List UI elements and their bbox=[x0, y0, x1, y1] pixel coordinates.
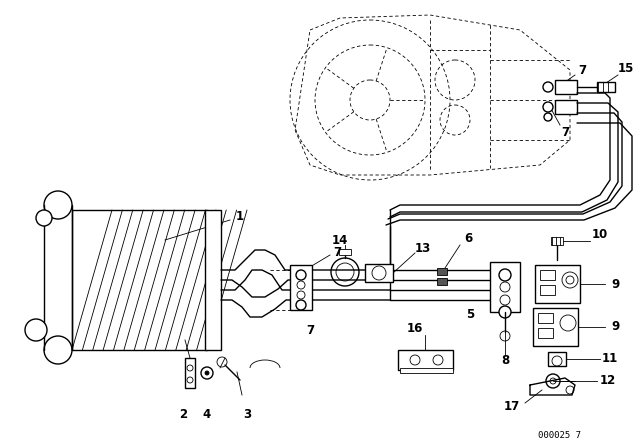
Bar bbox=[437, 278, 447, 285]
Text: 000025 7: 000025 7 bbox=[538, 431, 582, 439]
Circle shape bbox=[499, 269, 511, 281]
Bar bbox=[185, 358, 195, 388]
Bar bbox=[365, 264, 393, 282]
Text: 1: 1 bbox=[236, 211, 244, 224]
Bar bbox=[72, 210, 207, 350]
Bar bbox=[290, 265, 312, 310]
Text: 9: 9 bbox=[611, 277, 619, 290]
Circle shape bbox=[543, 82, 553, 92]
Bar bbox=[437, 268, 447, 275]
Circle shape bbox=[25, 319, 47, 341]
Bar bbox=[548, 352, 566, 366]
Text: 2: 2 bbox=[179, 409, 187, 422]
Bar bbox=[555, 80, 577, 94]
Text: 13: 13 bbox=[415, 241, 431, 254]
Bar bbox=[538, 328, 553, 338]
Circle shape bbox=[499, 306, 511, 318]
Text: 17: 17 bbox=[504, 401, 520, 414]
Circle shape bbox=[44, 191, 72, 219]
Bar bbox=[540, 285, 555, 295]
Text: 8: 8 bbox=[501, 353, 509, 366]
Bar bbox=[339, 249, 351, 255]
Text: 12: 12 bbox=[600, 375, 616, 388]
Bar bbox=[400, 368, 453, 373]
Text: 7: 7 bbox=[578, 64, 586, 77]
Circle shape bbox=[543, 102, 553, 112]
Bar bbox=[597, 82, 615, 92]
Bar bbox=[555, 100, 577, 114]
Text: 10: 10 bbox=[592, 228, 608, 241]
Text: 3: 3 bbox=[243, 409, 251, 422]
Text: 16: 16 bbox=[407, 322, 423, 335]
Circle shape bbox=[296, 270, 306, 280]
Text: 7: 7 bbox=[561, 125, 569, 138]
Text: 7: 7 bbox=[333, 246, 341, 258]
Bar bbox=[551, 237, 563, 245]
Text: 9: 9 bbox=[611, 320, 619, 333]
Bar bbox=[490, 262, 520, 312]
Circle shape bbox=[544, 113, 552, 121]
Bar bbox=[538, 313, 553, 323]
Circle shape bbox=[205, 371, 209, 375]
Bar bbox=[533, 308, 578, 346]
Circle shape bbox=[36, 210, 52, 226]
Bar bbox=[398, 350, 453, 370]
Text: 5: 5 bbox=[466, 309, 474, 322]
Text: 14: 14 bbox=[332, 233, 348, 246]
Text: 15: 15 bbox=[618, 63, 634, 76]
Circle shape bbox=[296, 300, 306, 310]
Bar bbox=[540, 270, 555, 280]
Bar bbox=[205, 210, 221, 350]
Text: 6: 6 bbox=[464, 232, 472, 245]
Bar bbox=[535, 265, 580, 303]
Text: 4: 4 bbox=[203, 409, 211, 422]
Text: 7: 7 bbox=[306, 323, 314, 336]
Text: 11: 11 bbox=[602, 353, 618, 366]
